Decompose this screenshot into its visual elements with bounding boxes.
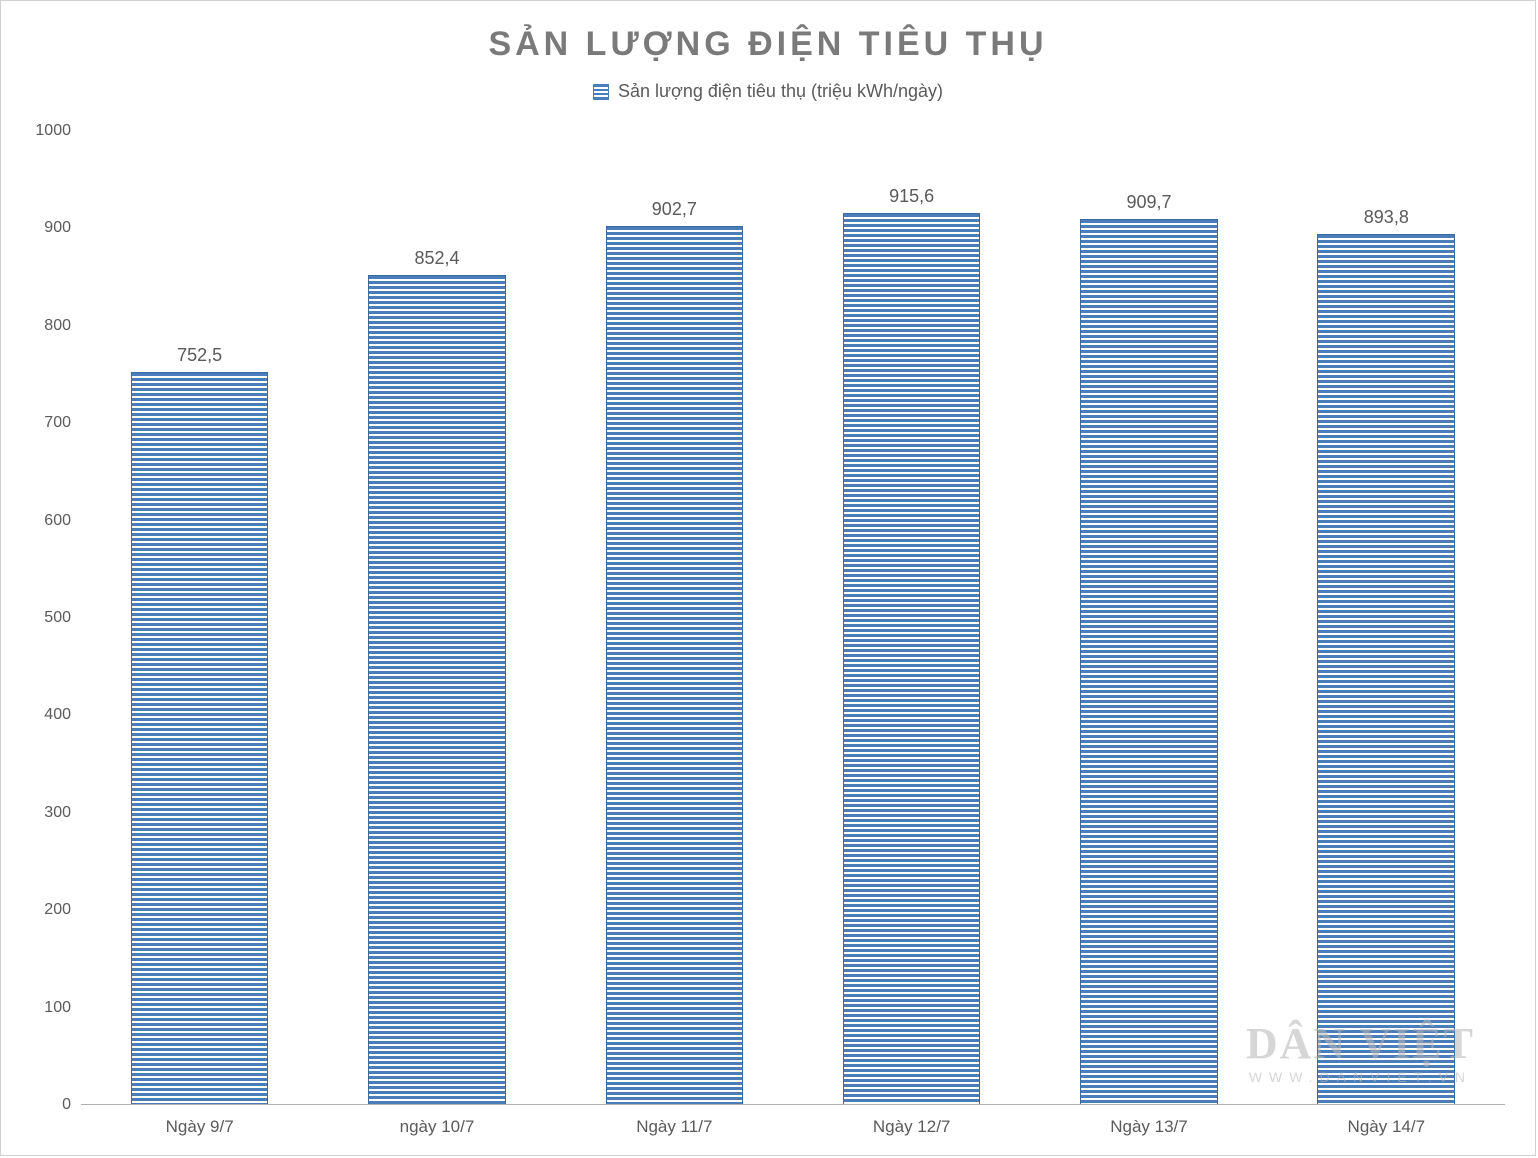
bar-slot: 893,8 [1268, 131, 1505, 1105]
bar-value-label: 909,7 [1030, 192, 1267, 213]
y-tick-label: 300 [21, 804, 71, 822]
y-tick-label: 600 [21, 512, 71, 530]
y-tick-label: 700 [21, 414, 71, 432]
legend: Sản lượng điện tiêu thụ (triệu kWh/ngày) [1, 81, 1535, 102]
x-axis-line [81, 1104, 1505, 1105]
bar-value-label: 915,6 [793, 186, 1030, 207]
x-tick-label: ngày 10/7 [318, 1117, 555, 1137]
bar [131, 372, 269, 1105]
y-tick-label: 200 [21, 901, 71, 919]
x-axis: Ngày 9/7ngày 10/7Ngày 11/7Ngày 12/7Ngày … [81, 1117, 1505, 1137]
x-tick-label: Ngày 11/7 [556, 1117, 793, 1137]
legend-swatch-icon [593, 84, 609, 100]
bar-value-label: 902,7 [556, 199, 793, 220]
bars-row: 752,5 852,4 902,7915,6909,7893,8 [81, 131, 1505, 1105]
y-tick-label: 500 [21, 609, 71, 627]
bar-slot: 909,7 [1030, 131, 1267, 1105]
y-tick-label: 0 [21, 1096, 71, 1114]
y-axis: 01002003004005006007008009001000 [21, 131, 71, 1105]
x-tick-label: Ngày 9/7 [81, 1117, 318, 1137]
bar-slot: 752,5 [81, 131, 318, 1105]
bar [1080, 219, 1218, 1105]
y-tick-label: 900 [21, 219, 71, 237]
bar-value-label: 852,4 [318, 248, 555, 269]
chart-container: SẢN LƯỢNG ĐIỆN TIÊU THỤ Sản lượng điện t… [0, 0, 1536, 1156]
y-tick-label: 400 [21, 706, 71, 724]
plot-area: 01002003004005006007008009001000 752,585… [81, 131, 1505, 1105]
bar-slot: 915,6 [793, 131, 1030, 1105]
bar-slot: 852,4 [318, 131, 555, 1105]
x-tick-label: Ngày 12/7 [793, 1117, 1030, 1137]
legend-label: Sản lượng điện tiêu thụ (triệu kWh/ngày) [618, 81, 943, 101]
y-tick-label: 800 [21, 317, 71, 335]
y-tick-label: 1000 [21, 122, 71, 140]
x-tick-label: Ngày 13/7 [1030, 1117, 1267, 1137]
chart-title: SẢN LƯỢNG ĐIỆN TIÊU THỤ [1, 25, 1535, 64]
bar-value-label: 752,5 [81, 345, 318, 366]
y-tick-label: 100 [21, 999, 71, 1017]
x-tick-label: Ngày 14/7 [1268, 1117, 1505, 1137]
bar [843, 213, 981, 1105]
bar [368, 275, 506, 1105]
bar-value-label: 893,8 [1268, 207, 1505, 228]
bar-slot: 902,7 [556, 131, 793, 1105]
bar [1317, 234, 1455, 1105]
bar [606, 226, 744, 1105]
